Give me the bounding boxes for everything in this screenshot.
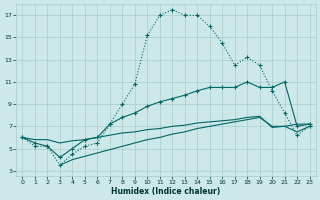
X-axis label: Humidex (Indice chaleur): Humidex (Indice chaleur) xyxy=(111,187,221,196)
